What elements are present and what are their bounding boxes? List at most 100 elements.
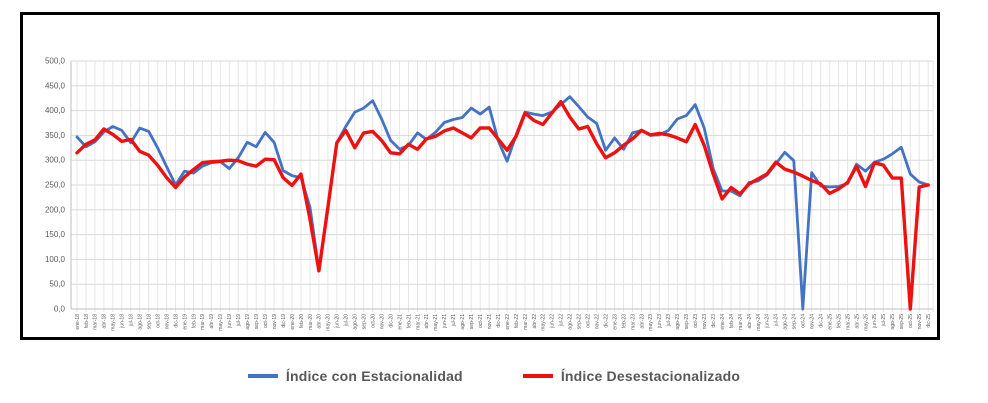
x-axis-tick-label: jun-25 (872, 314, 878, 329)
x-axis-tick-label: abr-23 (639, 314, 645, 329)
x-axis-tick-label: ene-18 (75, 314, 81, 330)
x-axis-tick-label: abr-20 (317, 314, 323, 329)
x-axis-tick-label: jun-24 (765, 314, 771, 329)
x-axis-tick-label: feb-24 (729, 314, 735, 328)
x-axis-tick-label: feb-23 (621, 314, 627, 328)
x-axis-tick-label: nov-23 (702, 314, 708, 330)
x-axis-tick-label: mar-20 (308, 314, 314, 330)
x-axis-tick-label: may-22 (541, 314, 547, 331)
x-axis-tick-label: mar-23 (630, 314, 636, 330)
x-axis-tick-label: ago-24 (783, 314, 789, 330)
x-axis-tick-label: may-24 (756, 314, 762, 331)
x-axis-tick-label: nov-24 (810, 314, 816, 330)
x-axis-tick-label: ago-19 (245, 314, 251, 330)
x-axis-tick-label: jun-20 (335, 314, 341, 329)
x-axis-tick-label: abr-21 (424, 314, 430, 329)
x-axis-tick-label: oct-24 (801, 314, 807, 328)
x-axis-tick-label: ene-25 (827, 314, 833, 330)
legend-item-indice-con-estacionalidad[interactable]: Índice con Estacionalidad (247, 368, 463, 384)
x-axis-tick-label: jun-21 (442, 314, 448, 329)
x-axis-tick-label: abr-25 (854, 314, 860, 329)
x-axis-tick-label: mar-19 (200, 314, 206, 330)
series-line-con-estacionalidad[interactable] (75, 95, 930, 311)
x-axis-tick-label: may-25 (863, 314, 869, 331)
x-axis-tick-label: mar-22 (523, 314, 529, 330)
x-axis-tick-label: ene-23 (612, 314, 618, 330)
x-axis-tick-label: ago-22 (568, 314, 574, 330)
x-axis-tick-label: feb-22 (514, 314, 520, 328)
x-axis-tick-label: ene-19 (182, 314, 188, 330)
x-axis-tick-label: oct-25 (908, 314, 914, 328)
x-axis-tick-label: ago-23 (675, 314, 681, 330)
series-line-desestacionalizado[interactable] (75, 99, 930, 311)
legend-label: Índice con Estacionalidad (285, 368, 463, 384)
x-axis-tick-label: ago-25 (890, 314, 896, 330)
x-axis-tick-label: jul-21 (451, 314, 457, 327)
x-axis-tick-label: oct-21 (478, 314, 484, 328)
x-axis-tick-label: nov-22 (594, 314, 600, 330)
x-axis-tick-label: feb-19 (191, 314, 197, 328)
x-axis-tick-label: jul-22 (559, 314, 565, 327)
x-axis-tick-label: jun-22 (550, 314, 556, 329)
x-axis-tick-label: jul-20 (344, 314, 350, 327)
x-axis-tick-label: may-19 (218, 314, 224, 331)
x-axis-tick-label: oct-20 (370, 314, 376, 328)
x-axis-tick-label: dic-24 (818, 314, 824, 328)
x-axis-tick-label: jul-24 (774, 314, 780, 327)
x-axis-tick-label: feb-21 (406, 314, 412, 328)
x-axis-tick-label: nov-25 (917, 314, 923, 330)
x-axis-tick-label: dic-25 (926, 314, 932, 328)
x-axis-tick-label: feb-20 (299, 314, 305, 328)
x-axis-tick-label: jun-19 (227, 314, 233, 329)
x-axis-tick-label: jul-25 (881, 314, 887, 327)
x-axis-tick-label: sep-22 (577, 314, 583, 330)
legend-label: Índice Desestacionalizado (560, 368, 741, 384)
x-axis-tick-label: jul-18 (129, 314, 135, 327)
x-axis-tick-label: may-20 (326, 314, 332, 331)
x-axis-tick-label: may-18 (111, 314, 117, 331)
x-axis-tick-label: dic-22 (603, 314, 609, 328)
x-axis-tick-label: nov-19 (272, 314, 278, 330)
y-axis-tick-label: 450,0 (45, 81, 66, 90)
y-axis-tick-label: 100,0 (45, 255, 66, 264)
y-axis-tick-label: 400,0 (45, 106, 66, 115)
x-axis-tick-label: ene-21 (397, 314, 403, 330)
x-axis-tick-label: abr-18 (102, 314, 108, 329)
x-axis-tick-label: jul-19 (236, 314, 242, 327)
x-axis-tick-label: dic-23 (711, 314, 717, 328)
x-axis-tick-label: feb-18 (84, 314, 90, 328)
y-axis-tick-label: 300,0 (45, 156, 66, 165)
x-axis-tick-label: sep-20 (362, 314, 368, 330)
x-axis-tick-label: abr-22 (532, 314, 538, 329)
x-axis-tick-label: ene-24 (720, 314, 726, 330)
legend-item-indice-desestacionalizado[interactable]: Índice Desestacionalizado (522, 368, 741, 384)
x-axis-tick-label: oct-22 (586, 314, 592, 328)
y-axis-tick-label: 50,0 (49, 280, 65, 289)
x-axis-tick-label: jun-18 (120, 314, 126, 329)
x-axis-tick-label: sep-19 (254, 314, 260, 330)
x-axis-tick-label: ago-20 (353, 314, 359, 330)
x-axis-tick-label: may-21 (433, 314, 439, 331)
x-axis-tick-label: sep-23 (684, 314, 690, 330)
x-axis-tick-label: may-23 (648, 314, 654, 331)
x-axis-tick-label: abr-24 (747, 314, 753, 329)
y-axis-tick-label: 0,0 (54, 305, 66, 314)
y-axis-tick-label: 200,0 (45, 205, 66, 214)
x-axis-tick-label: dic-21 (496, 314, 502, 328)
x-axis-tick-label: jun-23 (657, 314, 663, 329)
line-chart-plot: 500,0 450,0 400,0 350,0 300,0 250,0 200,0 150,0… (45, 57, 934, 331)
chart-legend: Índice con Estacionalidad Índice Desesta… (0, 358, 988, 394)
x-axis-tick-label: sep-18 (146, 314, 152, 330)
x-axis-tick-label: oct-18 (155, 314, 161, 328)
x-axis-tick-label: sep-21 (469, 314, 475, 330)
x-axis-tick-label: jul-23 (666, 314, 672, 327)
x-axis-tick-label: mar-24 (738, 314, 744, 330)
x-axis-tick-label: oct-23 (693, 314, 699, 328)
y-axis-tick-label: 500,0 (45, 57, 66, 66)
x-axis-tick-label: feb-25 (836, 314, 842, 328)
x-axis-tick-label: nov-21 (487, 314, 493, 330)
legend-line-swatch-blue (247, 374, 278, 378)
chart-container: 500,0 450,0 400,0 350,0 300,0 250,0 200,0 150,0… (20, 12, 940, 340)
x-axis-tick-label: mar-25 (845, 314, 851, 330)
x-axis-tick-label: ene-22 (505, 314, 511, 330)
